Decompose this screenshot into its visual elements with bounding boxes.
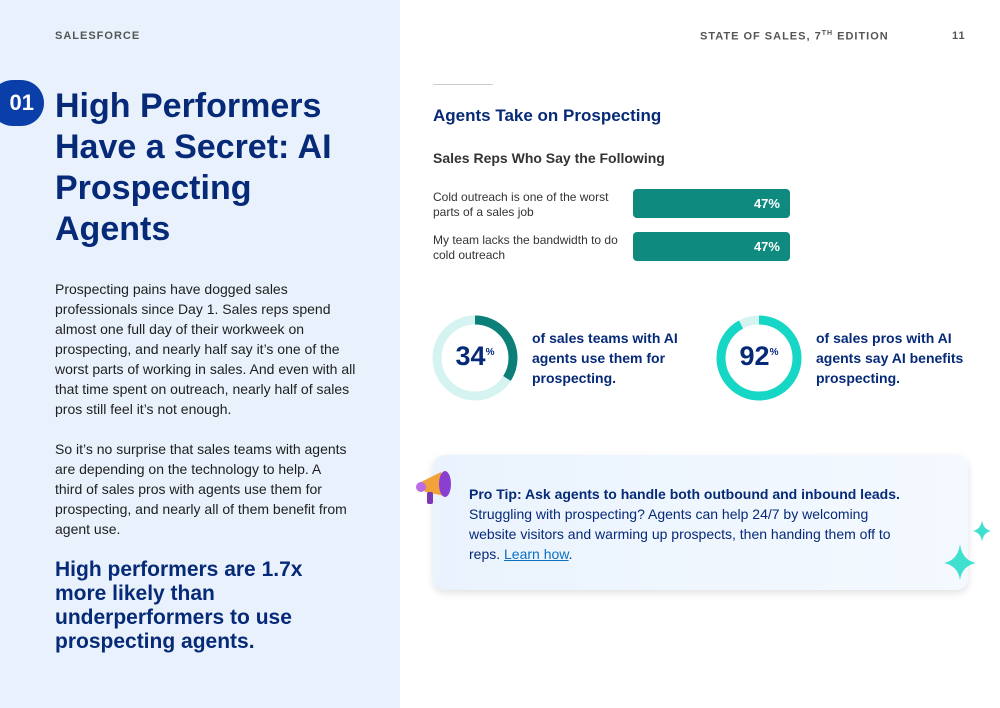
brand: SALESFORCE [55, 30, 141, 42]
value-label: 47% [753, 196, 780, 211]
bar: 47% [633, 232, 790, 261]
edition-text: STATE OF SALES, 7 [700, 30, 822, 43]
link[interactable]: Learn how [504, 546, 569, 562]
divider [433, 84, 493, 85]
stat-value: 34 [455, 341, 486, 371]
category-label: Cold outreach is one of the worst parts … [433, 190, 609, 219]
stat-number: 92% [719, 341, 799, 372]
donut [432, 315, 518, 401]
stat-text: of sales teams with AI agents use them f… [532, 330, 678, 386]
sparkles [944, 520, 991, 580]
stat-value: 92 [739, 341, 770, 371]
edition-sup: TH [821, 30, 834, 37]
tip-end: . [568, 546, 573, 562]
edition-end: EDITION [833, 30, 889, 43]
tip-body: Struggling with prospecting? Agents can … [469, 506, 891, 562]
section-number: 01 [0, 80, 44, 126]
value-label: 47% [753, 239, 780, 254]
chart-title: Sales Reps Who Say the Following [433, 150, 665, 166]
category-label: My team lacks the bandwidth to do cold o… [433, 233, 618, 262]
paragraph: So it’s no surprise that sales teams wit… [55, 441, 347, 537]
megaphone-icon [416, 471, 451, 504]
stat-number: 34% [435, 341, 515, 372]
paragraph: Prospecting pains have dogged sales prof… [55, 281, 356, 417]
donut [716, 315, 802, 401]
stat-unit: % [485, 347, 495, 358]
tip-title: Pro Tip: Ask agents to handle both outbo… [469, 486, 900, 502]
edition: STATE OF SALES, 7TH EDITION [700, 30, 889, 43]
stat-text: of sales pros with AI agents say AI bene… [816, 330, 964, 386]
page-number: 11 [952, 30, 966, 42]
panel-title: Agents Take on Prospecting [433, 106, 662, 125]
section-title: High Performers Have a Secret: AI Prospe… [55, 87, 332, 248]
left-column [0, 0, 400, 708]
bar: 47% [633, 189, 790, 218]
stat-unit: % [769, 347, 779, 358]
donut-arc [716, 315, 802, 401]
tip-box [433, 455, 968, 590]
highlight: High performers are 1.7x more likely tha… [55, 558, 303, 653]
tip: Pro Tip: Ask agents to handle both outbo… [469, 484, 919, 564]
donut-arc [432, 315, 518, 401]
